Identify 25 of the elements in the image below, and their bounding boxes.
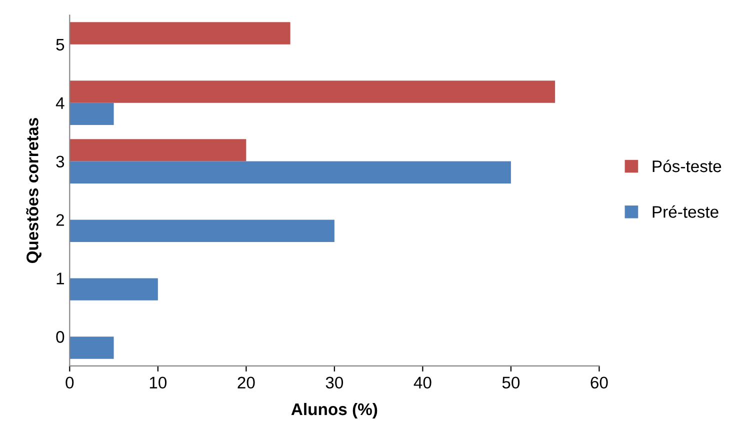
bar	[70, 22, 290, 44]
x-tick-label: 30	[326, 376, 344, 389]
y-tick-label: 4	[56, 97, 64, 109]
x-axis-title: Alunos (%)	[291, 402, 378, 418]
x-tick-label: 60	[590, 376, 608, 389]
y-tick-label: 2	[56, 214, 64, 226]
x-tick-label: 20	[238, 376, 255, 389]
x-tick-label: 40	[414, 376, 432, 389]
legend-label: Pós-teste	[652, 160, 722, 172]
bar	[70, 336, 114, 359]
legend-label: Pré-teste	[652, 205, 718, 218]
bar	[70, 220, 334, 242]
bar	[70, 161, 511, 184]
bar	[70, 139, 246, 162]
y-axis-title: Questões corretas	[26, 118, 42, 264]
y-tick-label: 0	[56, 331, 64, 343]
bar	[70, 80, 556, 103]
x-tick-label: 0	[66, 376, 74, 389]
y-tick-label: 3	[56, 156, 64, 168]
y-tick-label: 5	[56, 38, 64, 51]
bar	[70, 102, 114, 126]
y-tick-label: 1	[56, 272, 64, 284]
x-tick-label: 10	[150, 376, 167, 389]
bar	[70, 278, 158, 300]
x-tick-label: 50	[502, 376, 520, 389]
